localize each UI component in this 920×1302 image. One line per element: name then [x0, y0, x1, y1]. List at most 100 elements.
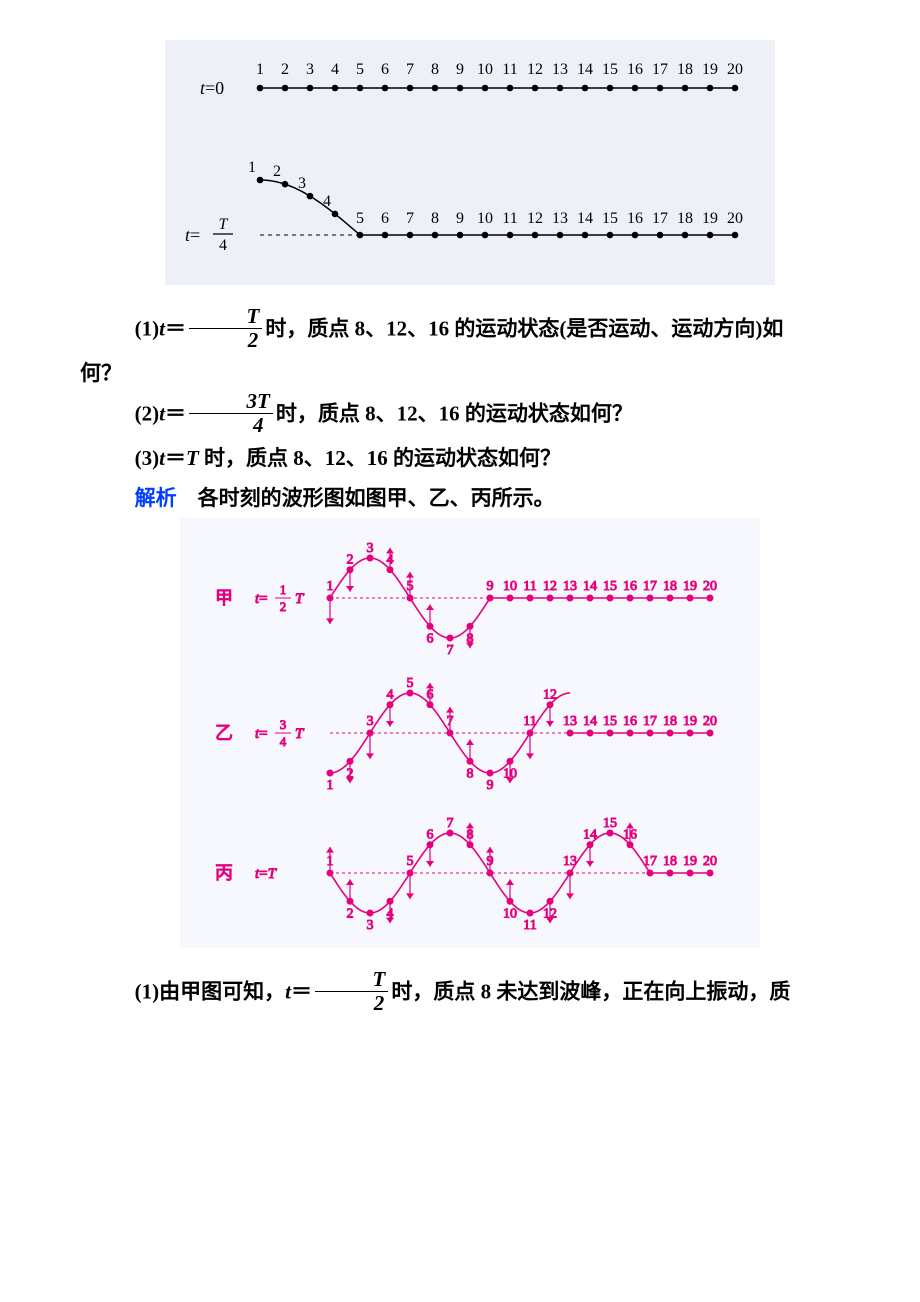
svg-text:20: 20	[703, 579, 717, 594]
svg-text:4: 4	[387, 688, 394, 703]
svg-text:7: 7	[406, 61, 414, 78]
svg-text:2: 2	[281, 61, 289, 78]
svg-text:13: 13	[563, 579, 577, 594]
svg-text:7: 7	[406, 210, 414, 227]
q1-tail: 时，质点 8、12、16 的运动状态(是否运动、运动方向)如	[265, 316, 783, 340]
svg-text:3: 3	[306, 61, 314, 78]
svg-text:17: 17	[652, 210, 668, 227]
svg-text:4: 4	[331, 61, 339, 78]
svg-text:1: 1	[280, 582, 287, 597]
svg-text:8: 8	[431, 61, 439, 78]
svg-text:5: 5	[356, 61, 364, 78]
top-figure-wrap: 1234567891011121314151617181920t=0567891…	[80, 40, 860, 290]
ans1-tail: 时，质点 8 未达到波峰，正在向上振动，质	[391, 979, 790, 1003]
svg-text:乙: 乙	[215, 723, 233, 743]
svg-text:7: 7	[447, 816, 454, 831]
svg-text:15: 15	[602, 61, 618, 78]
svg-text:9: 9	[487, 778, 494, 793]
top-figure-box: 1234567891011121314151617181920t=0567891…	[165, 40, 775, 285]
svg-text:15: 15	[603, 579, 617, 594]
svg-text:2: 2	[347, 553, 354, 568]
page: 1234567891011121314151617181920t=0567891…	[0, 0, 920, 1302]
q2-frac: 3T4	[189, 391, 273, 436]
svg-text:11: 11	[523, 579, 536, 594]
solution-text: 各时刻的波形图如图甲、乙、丙所示。	[177, 486, 555, 510]
q2-frac-num: 3T	[189, 391, 273, 413]
q1-eq: ＝	[165, 316, 186, 340]
top-figure-svg: 1234567891011121314151617181920t=0567891…	[165, 40, 775, 285]
svg-text:5: 5	[407, 676, 414, 691]
svg-text:14: 14	[583, 714, 597, 729]
q2-prefix: (2)	[135, 401, 160, 425]
svg-text:4: 4	[280, 734, 287, 749]
svg-text:11: 11	[502, 210, 517, 227]
ans1-frac-num: T	[315, 969, 388, 991]
question-2: (2)t＝3T4时，质点 8、12、16 的运动状态如何？	[80, 393, 860, 438]
svg-text:10: 10	[503, 906, 517, 921]
svg-text:20: 20	[703, 714, 717, 729]
svg-text:12: 12	[543, 579, 557, 594]
ans1-eq: ＝	[291, 979, 312, 1003]
svg-text:18: 18	[663, 854, 677, 869]
svg-text:4: 4	[323, 193, 331, 210]
svg-text:甲: 甲	[215, 588, 233, 608]
bottom-figure-box: 1234567891011121314151617181920甲t=12T123…	[180, 518, 760, 948]
svg-text:17: 17	[643, 714, 657, 729]
svg-text:6: 6	[381, 210, 389, 227]
svg-text:5: 5	[407, 854, 414, 869]
solution-label: 解析	[135, 486, 177, 510]
svg-text:11: 11	[523, 714, 536, 729]
svg-text:14: 14	[583, 579, 597, 594]
svg-text:19: 19	[702, 61, 718, 78]
svg-text:12: 12	[527, 210, 543, 227]
svg-text:10: 10	[503, 579, 517, 594]
svg-text:17: 17	[643, 579, 657, 594]
ans1-prefix: (1)由甲图可知，	[135, 979, 286, 1003]
svg-text:t=: t=	[185, 225, 200, 245]
svg-text:6: 6	[427, 631, 434, 646]
svg-text:14: 14	[577, 210, 593, 227]
svg-text:19: 19	[683, 854, 697, 869]
question-1: (1)t＝T2时，质点 8、12、16 的运动状态(是否运动、运动方向)如	[80, 308, 860, 353]
svg-text:T: T	[295, 591, 305, 607]
svg-text:11: 11	[523, 918, 536, 933]
svg-text:19: 19	[683, 579, 697, 594]
q3-eq: ＝	[165, 446, 186, 470]
bottom-figure-svg: 1234567891011121314151617181920甲t=12T123…	[180, 518, 760, 948]
svg-text:2: 2	[347, 906, 354, 921]
svg-text:11: 11	[502, 61, 517, 78]
svg-text:18: 18	[663, 579, 677, 594]
svg-text:10: 10	[477, 210, 493, 227]
svg-text:18: 18	[677, 210, 693, 227]
svg-text:19: 19	[702, 210, 718, 227]
svg-text:3: 3	[280, 717, 287, 732]
svg-text:6: 6	[427, 828, 434, 843]
svg-text:13: 13	[563, 714, 577, 729]
svg-text:7: 7	[447, 643, 454, 658]
svg-text:12: 12	[527, 61, 543, 78]
svg-text:17: 17	[652, 61, 668, 78]
svg-text:t=0: t=0	[200, 78, 224, 98]
svg-text:4: 4	[219, 237, 227, 254]
q3-T: T	[186, 446, 199, 470]
svg-text:5: 5	[356, 210, 364, 227]
svg-text:20: 20	[727, 61, 743, 78]
svg-text:16: 16	[623, 714, 637, 729]
q3-tail: 时，质点 8、12、16 的运动状态如何？	[199, 446, 561, 470]
svg-text:3: 3	[298, 175, 306, 192]
svg-text:20: 20	[727, 210, 743, 227]
q2-eq: ＝	[165, 401, 186, 425]
svg-text:9: 9	[487, 579, 494, 594]
svg-text:13: 13	[552, 61, 568, 78]
svg-text:18: 18	[663, 714, 677, 729]
svg-text:t=: t=	[255, 726, 268, 742]
svg-text:t=T: t=T	[255, 866, 278, 882]
svg-text:8: 8	[467, 766, 474, 781]
svg-text:17: 17	[643, 854, 657, 869]
ans1-frac-den: 2	[315, 991, 388, 1014]
svg-text:t=: t=	[255, 591, 268, 607]
q1-frac-num: T	[189, 306, 262, 328]
q1-frac-den: 2	[189, 328, 262, 351]
svg-text:14: 14	[583, 828, 597, 843]
svg-text:15: 15	[603, 816, 617, 831]
